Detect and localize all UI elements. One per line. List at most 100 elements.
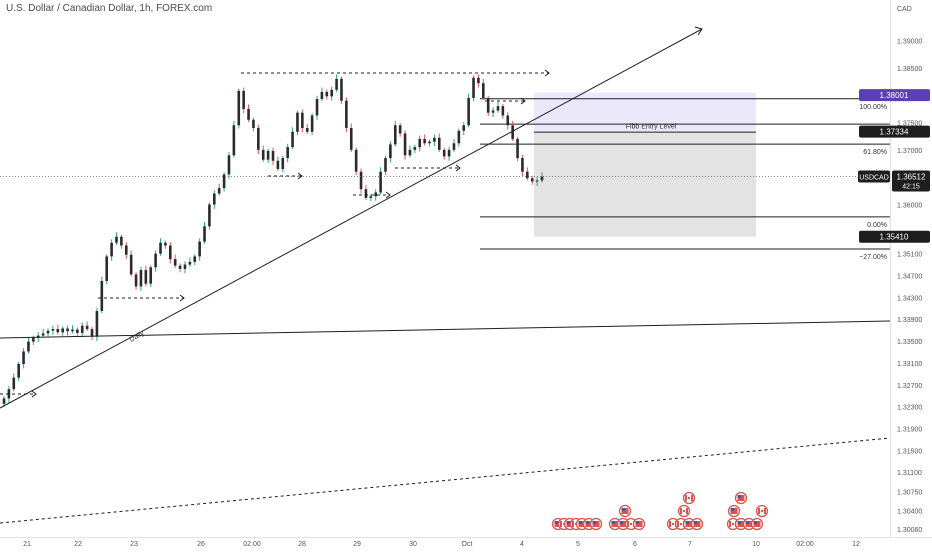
flag-bar-left: [680, 508, 682, 514]
symbol-badge-bg: [858, 170, 890, 183]
time-tick-label: 6: [633, 541, 637, 548]
candle-body: [325, 91, 329, 97]
candle-body: [354, 149, 358, 172]
candle-body: [437, 137, 441, 150]
candle-body: [76, 329, 79, 333]
us-event-flag-icon: [589, 517, 603, 531]
candle-body: [198, 241, 201, 257]
ca-event-flag-icon: [677, 504, 691, 518]
candle-body: [345, 100, 348, 128]
candle-body: [374, 192, 378, 197]
time-tick-label: 28: [298, 541, 306, 548]
candle-body: [154, 253, 157, 268]
candle-body: [203, 226, 206, 242]
candle-body: [237, 90, 241, 126]
candle-body: [100, 280, 104, 312]
flag-canton: [745, 521, 749, 524]
candle-body: [144, 270, 148, 284]
candle-body: [501, 106, 505, 116]
candle-body: [134, 274, 138, 287]
daily-trendline-label: Daily: [129, 330, 146, 344]
price-tick-label: 1.33900: [897, 317, 922, 324]
candle-body: [173, 259, 177, 266]
flag-bar-left: [572, 521, 574, 527]
swing-low-arrow-1-head: [455, 164, 461, 172]
candle-body: [379, 171, 382, 193]
candle-body: [506, 115, 510, 126]
candle-body: [315, 99, 319, 116]
flag-canton: [730, 508, 734, 511]
candle-body: [516, 138, 519, 159]
candle-body: [164, 242, 167, 246]
flag-canton: [737, 495, 741, 498]
candle-body: [291, 131, 294, 148]
price-badge-bg: [892, 170, 930, 192]
flag-canton: [685, 521, 689, 524]
time-tick-label: 5: [576, 541, 580, 548]
candle-body: [393, 125, 397, 145]
swing-high-arrow-2-head: [520, 97, 526, 105]
horizontal-support-line: [0, 320, 891, 339]
price-badge: 1.35410: [859, 230, 930, 243]
candle-body: [222, 174, 226, 189]
candle-body: [301, 112, 304, 128]
flag-bar-right: [691, 495, 693, 501]
candle-body: [2, 398, 6, 404]
candle-body: [413, 147, 417, 150]
price-tick-label: 1.30400: [897, 508, 922, 515]
price-tick-label: 1.38500: [897, 66, 922, 73]
flag-leaf: [629, 522, 633, 526]
fib-level-label: 61.80%: [863, 149, 887, 156]
candle-body: [51, 329, 55, 331]
swing-low-arrow-3-head: [385, 191, 391, 199]
candle-body: [349, 127, 353, 150]
candle-body: [276, 160, 280, 169]
flag-canton: [693, 521, 697, 524]
candle-body: [472, 77, 475, 98]
fib-level-label: 0.00%: [867, 222, 887, 229]
chart-title: U.S. Dollar / Canadian Dollar, 1h, FOREX…: [6, 3, 213, 14]
swing-high-arrow-head: [544, 69, 550, 77]
candle-body: [168, 245, 172, 260]
candle-body: [266, 150, 270, 160]
us-event-flag-icon: [632, 517, 646, 531]
candle-body: [335, 78, 338, 90]
candle-body: [22, 351, 25, 365]
flag-bar-left: [685, 495, 687, 501]
flag-leaf: [687, 496, 691, 500]
ca-event-flag-icon: [755, 504, 769, 518]
time-tick-label: 23: [130, 541, 138, 548]
flag-bar-left: [677, 521, 679, 527]
candle-body: [232, 125, 236, 156]
candle-body: [159, 242, 162, 254]
flag-bar-left: [729, 521, 731, 527]
candle-body: [252, 119, 255, 128]
us-event-flag-icon: [734, 491, 748, 505]
candle-body: [61, 328, 64, 333]
candle-body: [452, 143, 456, 150]
flag-canton: [753, 521, 757, 524]
candle-body: [482, 83, 485, 98]
candle-body: [90, 329, 94, 337]
candle-body: [193, 256, 197, 262]
price-tick-label: 1.34300: [897, 295, 922, 302]
candle-body: [408, 149, 412, 156]
candle-body: [120, 236, 123, 246]
flag-leaf: [760, 509, 764, 513]
time-tick-label: 02:00: [796, 541, 814, 548]
candle-body: [257, 127, 260, 150]
flag-bar-left: [758, 508, 760, 514]
flag-bar-right: [764, 508, 766, 514]
flag-bar-right: [686, 508, 688, 514]
price-badge-bg: [859, 89, 930, 102]
us-event-flag-icon: [727, 504, 741, 518]
candle-body: [36, 335, 40, 338]
us-event-flag-icon: [618, 504, 632, 518]
candle-body: [271, 150, 275, 161]
candle-body: [105, 256, 109, 281]
candle-body: [115, 236, 118, 243]
candle-body: [423, 138, 426, 144]
candle-body: [110, 242, 113, 257]
